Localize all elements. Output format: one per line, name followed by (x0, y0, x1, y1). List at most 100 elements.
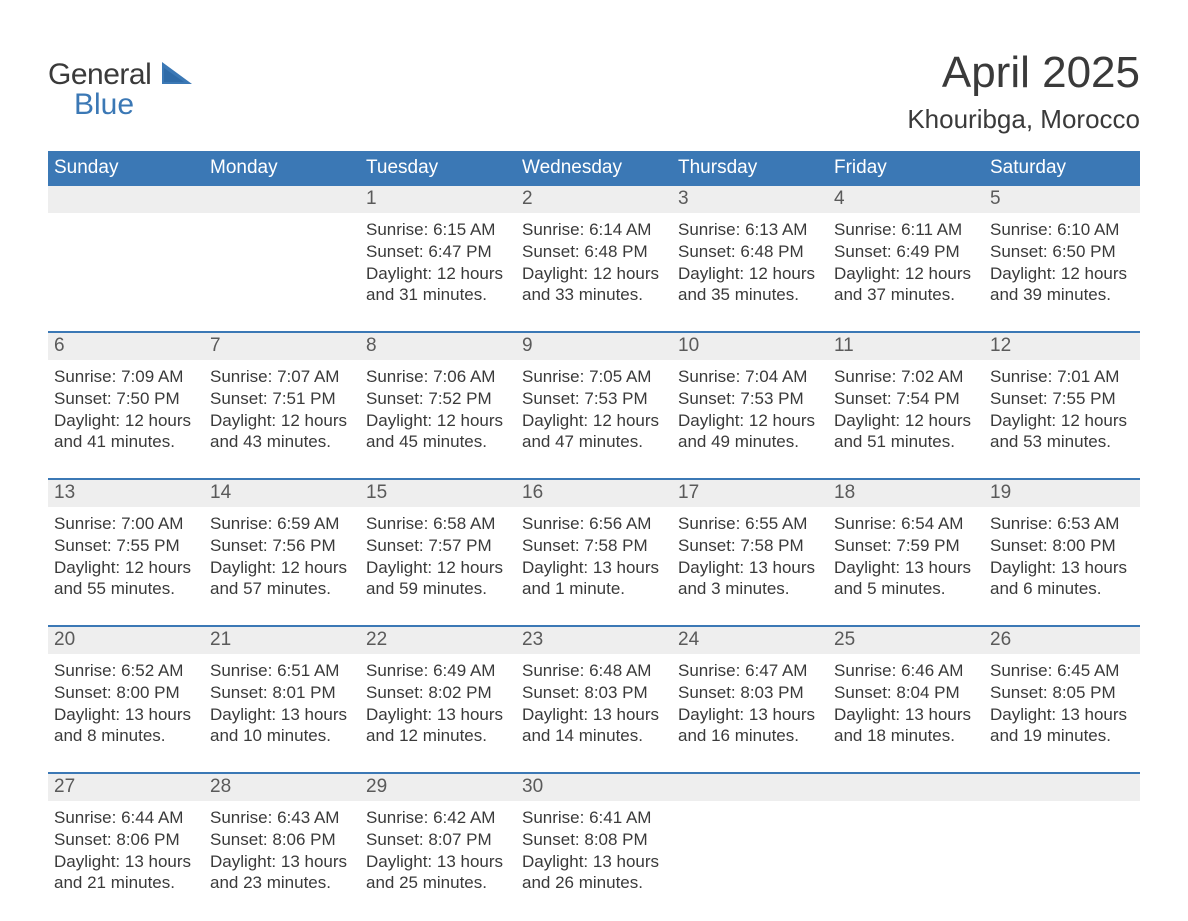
day-cell: Sunrise: 7:05 AMSunset: 7:53 PMDaylight:… (516, 360, 672, 460)
sunset-text: Sunset: 6:50 PM (990, 241, 1134, 263)
sunset-text: Sunset: 8:01 PM (210, 682, 354, 704)
day-cell: Sunrise: 6:51 AMSunset: 8:01 PMDaylight:… (204, 654, 360, 754)
sunset-text: Sunset: 7:58 PM (522, 535, 666, 557)
daylight-text: Daylight: 13 hours and 8 minutes. (54, 704, 198, 748)
daylight-text: Daylight: 12 hours and 57 minutes. (210, 557, 354, 601)
daylight-text: Daylight: 13 hours and 19 minutes. (990, 704, 1134, 748)
daylight-text: Daylight: 12 hours and 43 minutes. (210, 410, 354, 454)
day-cell: Sunrise: 7:01 AMSunset: 7:55 PMDaylight:… (984, 360, 1140, 460)
day-number: 6 (48, 333, 204, 360)
sunset-text: Sunset: 7:53 PM (522, 388, 666, 410)
logo-text-blue: Blue (74, 88, 192, 122)
page-title: April 2025 (907, 48, 1140, 98)
sunset-text: Sunset: 6:49 PM (834, 241, 978, 263)
day-number (672, 774, 828, 801)
sunrise-text: Sunrise: 7:07 AM (210, 366, 354, 388)
sunrise-text: Sunrise: 6:46 AM (834, 660, 978, 682)
day-cell: Sunrise: 6:59 AMSunset: 7:56 PMDaylight:… (204, 507, 360, 607)
daylight-text: Daylight: 13 hours and 6 minutes. (990, 557, 1134, 601)
day-number (828, 774, 984, 801)
daylight-text: Daylight: 13 hours and 21 minutes. (54, 851, 198, 895)
day-header-sunday: Sunday (48, 151, 204, 186)
sunrise-text: Sunrise: 6:41 AM (522, 807, 666, 829)
location-label: Khouribga, Morocco (907, 104, 1140, 135)
daylight-text: Daylight: 12 hours and 33 minutes. (522, 263, 666, 307)
day-number: 21 (204, 627, 360, 654)
daylight-text: Daylight: 13 hours and 26 minutes. (522, 851, 666, 895)
sunrise-text: Sunrise: 6:42 AM (366, 807, 510, 829)
daylight-text: Daylight: 12 hours and 55 minutes. (54, 557, 198, 601)
sunrise-text: Sunrise: 6:45 AM (990, 660, 1134, 682)
sunrise-text: Sunrise: 6:59 AM (210, 513, 354, 535)
daylight-text: Daylight: 13 hours and 1 minute. (522, 557, 666, 601)
sunset-text: Sunset: 7:54 PM (834, 388, 978, 410)
daylight-text: Daylight: 12 hours and 47 minutes. (522, 410, 666, 454)
day-number: 25 (828, 627, 984, 654)
sunrise-text: Sunrise: 6:51 AM (210, 660, 354, 682)
sunrise-text: Sunrise: 7:00 AM (54, 513, 198, 535)
sunset-text: Sunset: 8:07 PM (366, 829, 510, 851)
sunrise-text: Sunrise: 6:43 AM (210, 807, 354, 829)
sunrise-text: Sunrise: 6:47 AM (678, 660, 822, 682)
sunrise-text: Sunrise: 6:55 AM (678, 513, 822, 535)
day-number: 30 (516, 774, 672, 801)
day-cell: Sunrise: 7:07 AMSunset: 7:51 PMDaylight:… (204, 360, 360, 460)
day-number: 22 (360, 627, 516, 654)
daylight-text: Daylight: 12 hours and 53 minutes. (990, 410, 1134, 454)
day-cell: Sunrise: 6:43 AMSunset: 8:06 PMDaylight:… (204, 801, 360, 901)
sunrise-text: Sunrise: 7:05 AM (522, 366, 666, 388)
calendar-week: 12345Sunrise: 6:15 AMSunset: 6:47 PMDayl… (48, 186, 1140, 313)
sunrise-text: Sunrise: 7:04 AM (678, 366, 822, 388)
header-row: General Blue April 2025 Khouribga, Moroc… (48, 48, 1140, 143)
day-cell: Sunrise: 6:53 AMSunset: 8:00 PMDaylight:… (984, 507, 1140, 607)
sunset-text: Sunset: 7:52 PM (366, 388, 510, 410)
day-cell: Sunrise: 7:00 AMSunset: 7:55 PMDaylight:… (48, 507, 204, 607)
day-number: 11 (828, 333, 984, 360)
day-number: 17 (672, 480, 828, 507)
day-cell: Sunrise: 6:15 AMSunset: 6:47 PMDaylight:… (360, 213, 516, 313)
day-number: 15 (360, 480, 516, 507)
daylight-text: Daylight: 12 hours and 41 minutes. (54, 410, 198, 454)
day-number: 24 (672, 627, 828, 654)
day-header-wednesday: Wednesday (516, 151, 672, 186)
sunset-text: Sunset: 8:00 PM (990, 535, 1134, 557)
sunrise-text: Sunrise: 6:15 AM (366, 219, 510, 241)
day-number: 13 (48, 480, 204, 507)
day-header-thursday: Thursday (672, 151, 828, 186)
day-number: 18 (828, 480, 984, 507)
sunset-text: Sunset: 7:57 PM (366, 535, 510, 557)
day-number: 2 (516, 186, 672, 213)
sunrise-text: Sunrise: 7:01 AM (990, 366, 1134, 388)
day-cell: Sunrise: 6:56 AMSunset: 7:58 PMDaylight:… (516, 507, 672, 607)
sunrise-text: Sunrise: 7:02 AM (834, 366, 978, 388)
day-header-tuesday: Tuesday (360, 151, 516, 186)
sunset-text: Sunset: 7:58 PM (678, 535, 822, 557)
daylight-text: Daylight: 13 hours and 25 minutes. (366, 851, 510, 895)
sunset-text: Sunset: 7:51 PM (210, 388, 354, 410)
day-cell (48, 213, 204, 313)
day-number (984, 774, 1140, 801)
sunrise-text: Sunrise: 6:53 AM (990, 513, 1134, 535)
day-number: 27 (48, 774, 204, 801)
day-cell: Sunrise: 7:06 AMSunset: 7:52 PMDaylight:… (360, 360, 516, 460)
day-cell: Sunrise: 6:47 AMSunset: 8:03 PMDaylight:… (672, 654, 828, 754)
sunrise-text: Sunrise: 7:09 AM (54, 366, 198, 388)
day-header-monday: Monday (204, 151, 360, 186)
logo: General Blue (48, 58, 192, 122)
daylight-text: Daylight: 12 hours and 51 minutes. (834, 410, 978, 454)
day-number: 12 (984, 333, 1140, 360)
sunrise-text: Sunrise: 6:10 AM (990, 219, 1134, 241)
daylight-text: Daylight: 12 hours and 37 minutes. (834, 263, 978, 307)
day-number: 1 (360, 186, 516, 213)
day-number: 4 (828, 186, 984, 213)
day-cell: Sunrise: 6:11 AMSunset: 6:49 PMDaylight:… (828, 213, 984, 313)
daylight-text: Daylight: 13 hours and 23 minutes. (210, 851, 354, 895)
day-number: 23 (516, 627, 672, 654)
sunrise-text: Sunrise: 6:11 AM (834, 219, 978, 241)
sunset-text: Sunset: 8:02 PM (366, 682, 510, 704)
sunrise-text: Sunrise: 6:52 AM (54, 660, 198, 682)
sunset-text: Sunset: 6:47 PM (366, 241, 510, 263)
day-cell: Sunrise: 6:58 AMSunset: 7:57 PMDaylight:… (360, 507, 516, 607)
calendar-week: 27282930Sunrise: 6:44 AMSunset: 8:06 PMD… (48, 772, 1140, 901)
day-cell: Sunrise: 6:54 AMSunset: 7:59 PMDaylight:… (828, 507, 984, 607)
